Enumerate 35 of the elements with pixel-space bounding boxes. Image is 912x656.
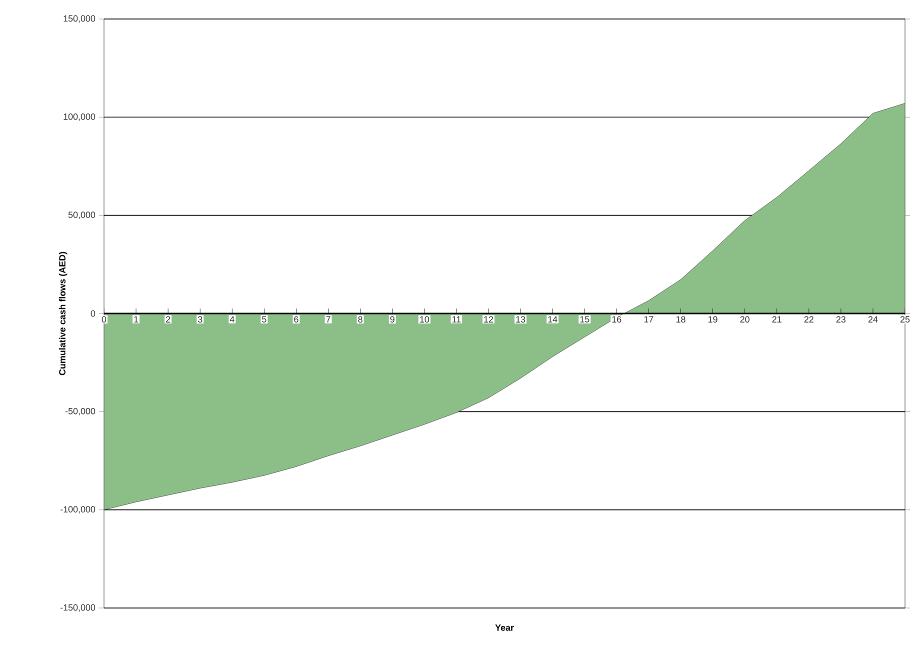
x-tick-label: 13 [516, 316, 526, 323]
y-tick-label: -150,000 [60, 604, 96, 612]
x-tick-label: 8 [358, 316, 362, 323]
x-tick-label: 0 [102, 316, 106, 323]
x-tick-label: 19 [708, 316, 718, 323]
x-tick-label: 17 [644, 316, 654, 322]
x-tick-label: 23 [836, 316, 846, 323]
y-tick-label: -50,000 [65, 408, 96, 416]
x-tick-label: 6 [294, 316, 298, 323]
x-tick-label: 5 [262, 316, 266, 322]
x-tick-label: 25 [900, 316, 910, 323]
x-tick-label: 16 [612, 316, 622, 323]
x-axis-title: Year [495, 624, 514, 631]
x-tick-label: 7 [326, 316, 330, 322]
x-tick-label: 14 [548, 316, 558, 322]
x-tick-label: 21 [772, 316, 782, 322]
x-tick-label: 11 [452, 316, 461, 322]
x-tick-label: 12 [484, 316, 494, 322]
x-tick-label: 1 [134, 316, 138, 322]
y-tick-label: 0 [90, 310, 96, 317]
y-tick-label: 100,000 [64, 113, 96, 121]
x-tick-label: 4 [230, 316, 234, 322]
x-tick-label: 22 [804, 316, 814, 322]
x-tick-label: 2 [166, 316, 170, 322]
y-tick-label: -100,000 [60, 506, 96, 514]
x-tick-label: 20 [740, 316, 750, 323]
y-tick-label: 50,000 [68, 212, 96, 220]
x-tick-label: 9 [390, 316, 394, 323]
x-tick-label: 15 [580, 316, 590, 322]
y-axis-title: Cumulative cash flows (AED) [58, 252, 68, 376]
x-tick-label: 18 [676, 316, 686, 323]
x-tick-label: 3 [198, 316, 202, 323]
x-tick-label: 10 [420, 316, 430, 323]
x-tick-label: 24 [868, 316, 878, 322]
y-tick-label: 150,000 [64, 15, 96, 23]
